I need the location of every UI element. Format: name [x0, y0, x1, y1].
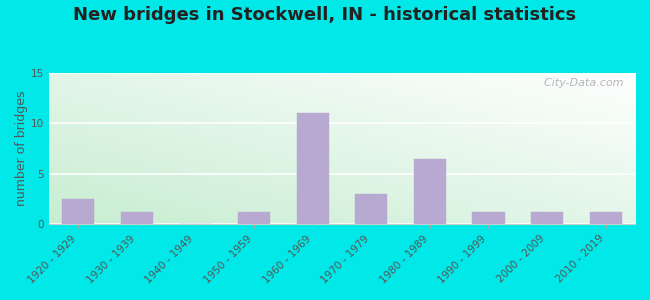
Bar: [531, 212, 563, 224]
Bar: [414, 159, 446, 224]
Text: City-Data.com: City-Data.com: [537, 77, 623, 88]
Y-axis label: number of bridges: number of bridges: [15, 91, 28, 206]
Bar: [121, 212, 153, 224]
Bar: [62, 199, 94, 224]
Bar: [355, 194, 387, 224]
Bar: [473, 212, 504, 224]
Bar: [590, 212, 622, 224]
Bar: [296, 113, 329, 224]
Text: New bridges in Stockwell, IN - historical statistics: New bridges in Stockwell, IN - historica…: [73, 6, 577, 24]
Bar: [238, 212, 270, 224]
